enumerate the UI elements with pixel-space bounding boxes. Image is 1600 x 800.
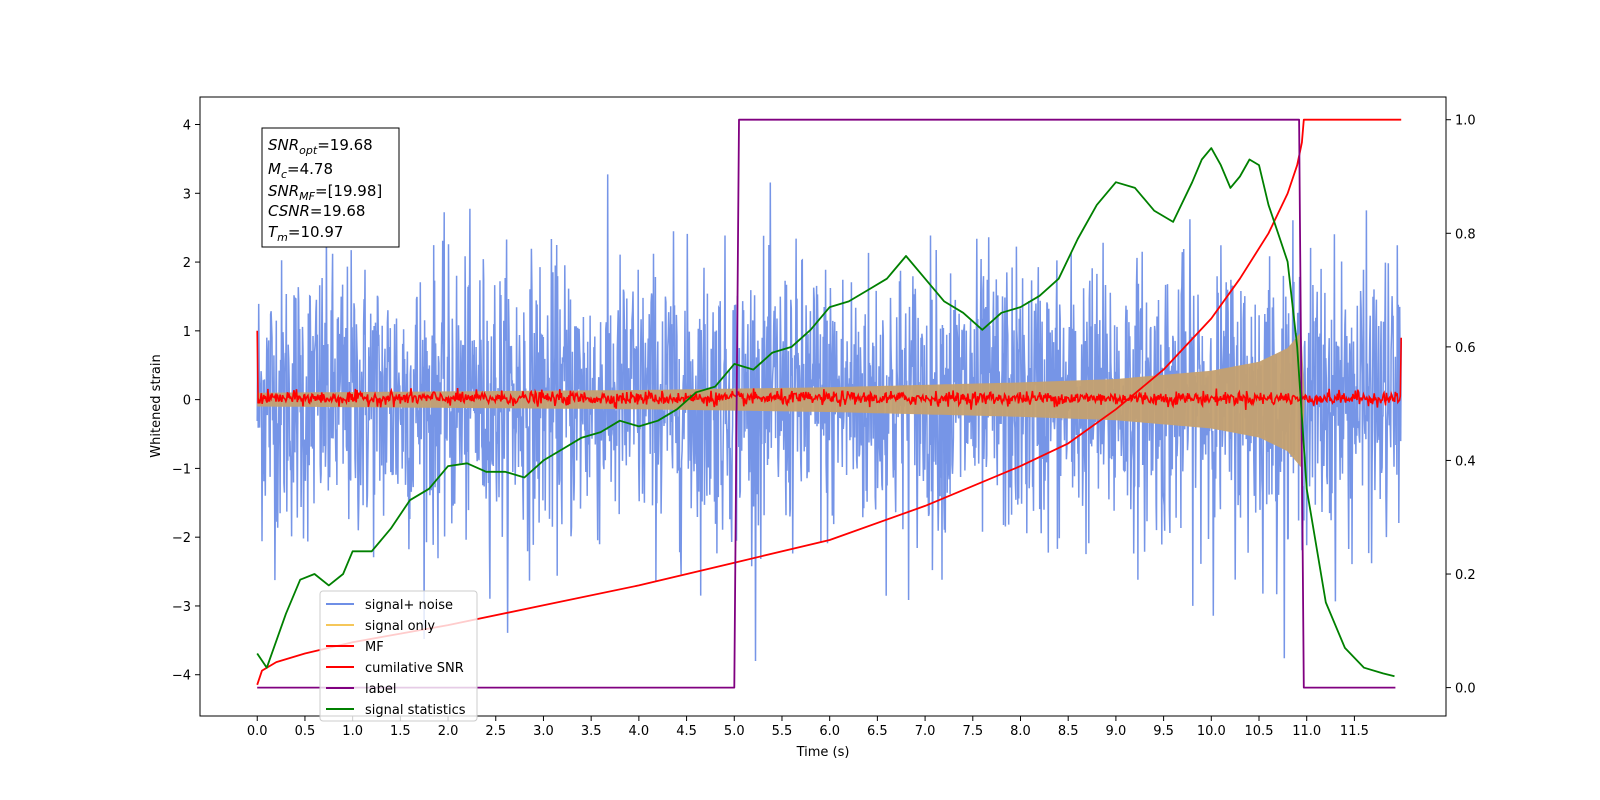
x-tick-label: 0.5: [295, 724, 316, 739]
series-signal-statistics: [256, 147, 1395, 678]
legend-entry-label: label: [326, 682, 396, 697]
y-tick-label: −4: [172, 669, 191, 684]
x-tick-label: 4.0: [629, 724, 650, 739]
x-tick-label: 5.5: [772, 724, 793, 739]
x-tick-label: 8.0: [1010, 724, 1031, 739]
legend-entry-signal-statistics: signal statistics: [326, 703, 466, 718]
y-tick-label: 4: [183, 119, 191, 134]
y-axis-label: Whitened strain: [149, 354, 164, 457]
legend-label: signal only: [365, 619, 435, 634]
y2-tick-label: 0.2: [1455, 568, 1476, 583]
y-tick-label: 1: [183, 325, 191, 340]
x-tick-label: 10.0: [1197, 724, 1226, 739]
x-tick-label: 6.0: [819, 724, 840, 739]
x-tick-label: 6.5: [867, 724, 888, 739]
legend-label: MF: [365, 640, 384, 655]
y-tick-label: 2: [183, 256, 191, 271]
x-tick-label: 7.5: [962, 724, 983, 739]
x-tick-label: 3.5: [581, 724, 602, 739]
legend-entry-mf: MF: [326, 640, 384, 655]
y-tick-label: −3: [172, 600, 191, 615]
y-tick-label: 3: [183, 187, 191, 202]
x-tick-label: 2.5: [485, 724, 506, 739]
legend-frame: [319, 590, 478, 722]
y2-tick-label: 0.0: [1455, 682, 1476, 697]
x-axis-label: Time (s): [796, 745, 850, 760]
annotation-box: SNRopt=19.68 Mc=4.78 SNRMF=[19.98] CSNR=…: [261, 127, 400, 248]
legend-entry-cumilative-snr: cumilative SNR: [326, 661, 464, 676]
x-tick-label: 5.0: [724, 724, 745, 739]
x-tick-label: 10.5: [1245, 724, 1274, 739]
x-tick-label: 1.5: [390, 724, 411, 739]
y-axis-left: −4 −3 −2 −1 0 1 2 3 4: [172, 119, 200, 684]
x-tick-label: 7.0: [915, 724, 936, 739]
x-tick-label: 4.5: [676, 724, 697, 739]
y2-tick-label: 0.8: [1455, 227, 1476, 242]
series-mf: [256, 330, 1402, 410]
x-tick-label: 1.0: [342, 724, 363, 739]
legend-label: label: [365, 682, 396, 697]
y2-tick-label: 0.4: [1455, 454, 1476, 469]
x-tick-label: 11.5: [1340, 724, 1369, 739]
y2-tick-label: 1.0: [1455, 114, 1476, 129]
x-tick-label: 9.0: [1106, 724, 1127, 739]
x-tick-label: 2.0: [438, 724, 459, 739]
legend-label: signal+ noise: [365, 598, 453, 613]
y-tick-label: −2: [172, 531, 191, 546]
y-tick-label: −1: [172, 462, 191, 477]
annotation-line-snr-mf: SNRMF=[19.98]: [268, 182, 382, 203]
x-tick-label: 3.0: [533, 724, 554, 739]
x-tick-label: 11.0: [1292, 724, 1321, 739]
x-tick-label: 9.5: [1153, 724, 1174, 739]
legend-entry-signal-only: signal only: [326, 619, 435, 634]
legend-label: signal statistics: [365, 703, 466, 718]
x-tick-label: 8.5: [1058, 724, 1079, 739]
annotation-line-snr-opt: SNRopt=19.68: [268, 136, 373, 157]
legend: signal+ noise signal only MF cumilative …: [319, 590, 478, 722]
legend-label: cumilative SNR: [365, 661, 464, 676]
y-axis-right: 0.0 0.2 0.4 0.6 0.8 1.0: [1446, 114, 1476, 697]
legend-entry-signal-noise: signal+ noise: [326, 598, 453, 613]
y-tick-label: 0: [183, 394, 191, 409]
x-tick-label: 0.0: [247, 724, 268, 739]
y2-tick-label: 0.6: [1455, 341, 1476, 356]
plot-frame: [199, 96, 1447, 717]
series-label: [257, 118, 1396, 689]
x-axis: 0.0 0.5 1.0 1.5 2.0 2.5 3.0 3.5 4.0 4.5 5.0 5.5 6.0 6…: [247, 716, 1369, 739]
annotation-line-csnr: CSNR=19.68: [268, 202, 365, 220]
annotation-line-tm: Tm=10.97: [268, 223, 343, 244]
annotation-line-mc: Mc=4.78: [268, 160, 333, 181]
